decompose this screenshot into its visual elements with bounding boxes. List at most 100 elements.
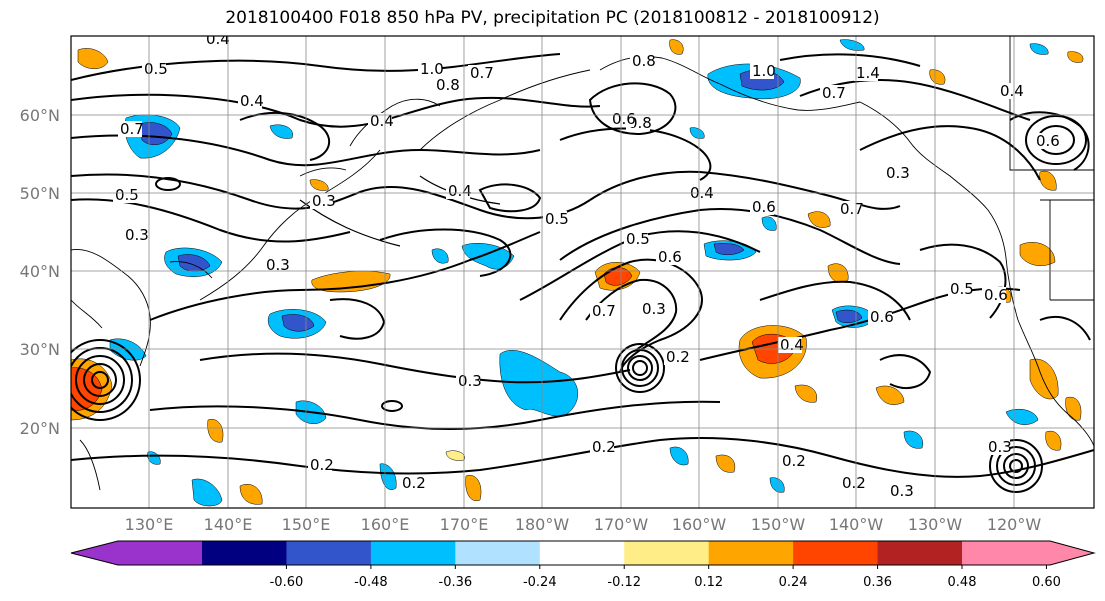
contour-label-bg	[640, 301, 664, 317]
contour-label-bg	[656, 249, 680, 265]
coastlines	[71, 36, 1094, 491]
contour-label: 0.3	[266, 256, 290, 274]
contour-line	[381, 400, 403, 412]
colorbar-outline	[70, 540, 1096, 566]
contour-label-bg	[123, 227, 147, 243]
contour-label: 0.6	[870, 308, 894, 326]
contour-line	[71, 173, 591, 220]
coastline	[71, 299, 103, 329]
contour-line	[149, 231, 541, 321]
contour-label: 0.3	[312, 192, 336, 210]
precip-area	[1067, 51, 1084, 63]
contour-label-bg	[888, 483, 912, 499]
map-area: 0.40.5 1.00.80.7 1.0 1.40.70.80.40.80.40.70…	[70, 35, 1095, 509]
colorbar-segment	[286, 541, 372, 565]
contour-label: 0.7	[840, 200, 864, 218]
contour-line	[759, 280, 911, 321]
precip-area	[835, 309, 863, 323]
coastline	[349, 98, 441, 147]
contour-label: 0.4	[448, 182, 472, 200]
coastline	[1040, 199, 1094, 301]
precip-area	[379, 463, 397, 490]
contour-line	[989, 439, 1043, 493]
contour-line	[199, 352, 631, 384]
colorbar-segments	[71, 541, 1094, 565]
contour-label: 0.6	[612, 110, 636, 128]
colorbar-tick-label: -0.60	[270, 575, 304, 590]
longitude-label: 160°W	[672, 515, 727, 534]
contour-label-bg	[118, 121, 142, 137]
contour-label-bg	[750, 63, 774, 79]
contour-line	[589, 170, 901, 210]
colorbar-segment	[455, 541, 541, 565]
contour-label: 0.6	[984, 286, 1008, 304]
contour-label-bg	[868, 309, 892, 325]
contour-line	[585, 278, 678, 351]
colorbar-tick-label: 0.48	[948, 575, 977, 590]
colorbar-tick-label: -0.24	[523, 575, 557, 590]
contour-line	[83, 363, 117, 397]
contour-label-bg	[238, 93, 262, 109]
contour-label: 0.3	[890, 482, 914, 500]
precip-area	[715, 454, 736, 473]
colorbar-tick-label: 0.24	[779, 575, 808, 590]
contour-label-bg	[854, 65, 878, 81]
contour-line	[71, 347, 133, 413]
contour-line	[559, 127, 712, 181]
contour-label-bg	[998, 83, 1022, 99]
precip-area	[1029, 358, 1059, 400]
contour-line	[478, 183, 542, 213]
precip-area	[77, 48, 109, 69]
contour-label-bg	[434, 77, 458, 93]
contour-line	[1003, 453, 1029, 479]
contour-label: 0.5	[115, 186, 139, 204]
colorbar-tick-label: 0.60	[1032, 575, 1061, 590]
contour-label-bg	[820, 85, 844, 101]
colorbar-segment	[71, 541, 202, 565]
colorbar-segment	[708, 541, 794, 565]
longitude-label: 180°W	[515, 515, 570, 534]
contour-label: 0.3	[642, 300, 666, 318]
contour-label: 0.2	[592, 438, 616, 456]
precip-area	[903, 430, 924, 449]
coastline	[79, 439, 101, 491]
contour-label: 0.2	[666, 348, 690, 366]
precip-area	[839, 39, 865, 51]
contour-label: 0.5	[144, 60, 168, 78]
precip-area	[669, 446, 689, 466]
coastline	[859, 101, 1007, 259]
contour-line	[75, 355, 125, 405]
contour-label: 0.5	[545, 210, 569, 228]
contour-label: 0.3	[125, 226, 149, 244]
contour-label: 0.6	[1036, 132, 1060, 150]
latitude-label: 50°N	[20, 184, 60, 203]
contour-label: 0.2	[842, 474, 866, 492]
contour-label: 0.4	[370, 112, 394, 130]
contour-label-bg	[368, 113, 392, 129]
contour-label-bg	[142, 61, 166, 77]
precip-area	[1045, 430, 1062, 451]
longitude-label: 140°W	[829, 515, 884, 534]
contour-line	[155, 177, 181, 191]
longitude-labels: 130°E 140°E 150°E 160°E 170°E 180°W 170°W 160°W…	[125, 515, 1042, 534]
contour-label: 0.2	[402, 474, 426, 492]
precip-area	[269, 124, 293, 139]
precip-area	[875, 385, 905, 405]
contour-line	[379, 228, 512, 277]
precip-area	[191, 478, 223, 507]
latitude-label: 20°N	[20, 419, 60, 438]
contour-label: 0.7	[120, 120, 144, 138]
contour-line	[588, 82, 677, 136]
contour-label-bg	[982, 287, 1006, 303]
contour-line	[239, 111, 331, 161]
contour-label: 0.6	[752, 198, 776, 216]
colorbar-segment	[624, 541, 710, 565]
longitude-label: 150°E	[282, 515, 331, 534]
coastline	[419, 69, 591, 151]
contour-label: 0.7	[822, 84, 846, 102]
contour-label-bg	[1034, 133, 1058, 149]
contour-label-bg	[884, 165, 908, 181]
colorbar: -0.60 -0.48 -0.36 -0.24 -0.12 0.12 0.24 0.36 0.4…	[70, 540, 1096, 590]
colorbar-tick-label: -0.36	[439, 575, 473, 590]
precip-area	[239, 484, 263, 505]
